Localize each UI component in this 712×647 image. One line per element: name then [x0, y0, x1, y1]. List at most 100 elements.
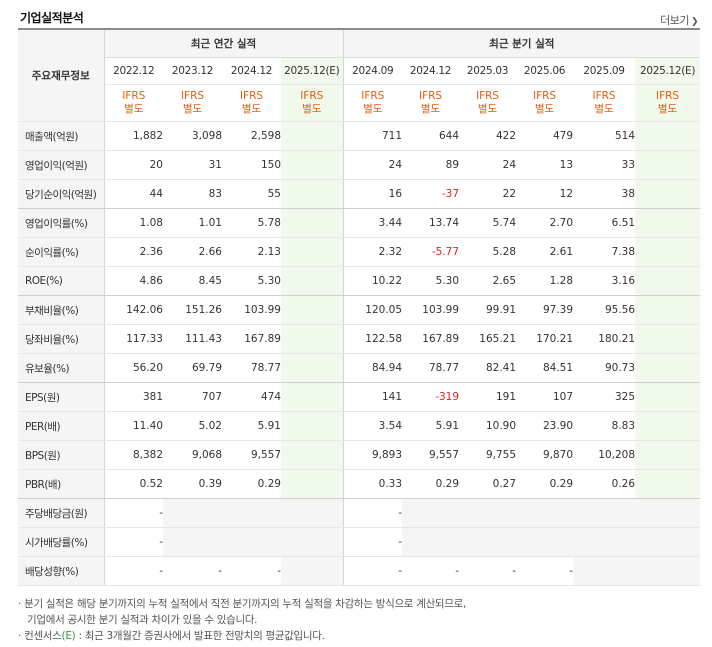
table-cell: 90.73	[573, 353, 636, 383]
footnote-1: · 분기 실적은 해당 분기까지의 누적 실적에서 직전 분기까지의 누적 실적…	[18, 598, 467, 610]
more-label: 더보기	[660, 14, 689, 27]
footnote-2: · 컨센서스(E) : 최근 3개월간 증권사에서 발표한 전망치의 평균값입니…	[18, 630, 325, 642]
table-cell: 170.21	[516, 324, 574, 354]
table-cell	[281, 498, 344, 528]
row-label: PER(배)	[18, 411, 105, 441]
row-label: 영업이익률(%)	[18, 208, 105, 238]
row-label: PBR(배)	[18, 469, 105, 499]
table-cell	[516, 498, 574, 528]
period-header: 2023.12	[163, 57, 222, 85]
table-cell: 107	[516, 382, 574, 412]
table-cell	[635, 440, 701, 470]
table-cell: 0.52	[104, 469, 163, 499]
table-row: 시가배당률(%) - -	[18, 527, 701, 557]
table-cell: 22	[459, 179, 517, 209]
table-cell	[635, 382, 701, 412]
table-cell	[635, 324, 701, 354]
table-cell: -	[343, 498, 403, 528]
table-cell: 5.28	[459, 237, 517, 267]
row-label: 매출액(억원)	[18, 121, 105, 151]
row-label: ROE(%)	[18, 266, 105, 296]
table-cell: 3,098	[163, 121, 222, 151]
table-cell: 103.99	[402, 295, 460, 325]
table-cell: 2.61	[516, 237, 574, 267]
table-row: ROE(%) 4.86 8.45 5.30 10.22 5.30 2.65 1.28 3.16	[18, 266, 701, 296]
table-cell: 3.44	[343, 208, 403, 238]
ifrs-label: IFRS 별도	[222, 84, 281, 122]
table-cell	[281, 556, 344, 586]
table-cell: 325	[573, 382, 636, 412]
table-cell: 7.38	[573, 237, 636, 267]
table-cell: 422	[459, 121, 517, 151]
table-cell	[573, 527, 636, 557]
table-cell: 122.58	[343, 324, 403, 354]
table-cell: -	[402, 556, 460, 586]
table-cell: 191	[459, 382, 517, 412]
period-header: 2025.06	[516, 57, 574, 85]
ifrs-label: IFRS 별도	[516, 84, 574, 122]
table-cell: 24	[459, 150, 517, 180]
table-cell: 9,557	[222, 440, 281, 470]
ifrs-label: IFRS 별도	[343, 84, 403, 122]
table-row: 배당성향(%) - - - - - - -	[18, 556, 701, 586]
table-cell: 1.28	[516, 266, 574, 296]
row-label: 순이익률(%)	[18, 237, 105, 267]
table-cell: 78.77	[402, 353, 460, 383]
table-cell	[635, 266, 701, 296]
table-cell: 2.65	[459, 266, 517, 296]
table-cell: -	[104, 527, 163, 557]
table-cell: 711	[343, 121, 403, 151]
table-cell	[281, 324, 344, 354]
period-header: 2025.12(E)	[281, 57, 344, 85]
table-cell: 5.30	[402, 266, 460, 296]
table-cell: 474	[222, 382, 281, 412]
table-cell: 3.16	[573, 266, 636, 296]
table-cell	[281, 295, 344, 325]
table-cell: 1.01	[163, 208, 222, 238]
more-link[interactable]: 더보기 ❯	[660, 12, 698, 28]
table-cell: 2.36	[104, 237, 163, 267]
table-row: 주당배당금(원) - -	[18, 498, 701, 528]
table-cell: 20	[104, 150, 163, 180]
period-header: 2024.12	[402, 57, 460, 85]
table-cell: 44	[104, 179, 163, 209]
table-cell	[222, 527, 281, 557]
row-label: 유보율(%)	[18, 353, 105, 383]
table-cell	[635, 295, 701, 325]
table-cell: 6.51	[573, 208, 636, 238]
table-row: 당기순이익(억원) 44 83 55 16 -37 22 12 38	[18, 179, 701, 209]
table-row: 매출액(억원) 1,882 3,098 2,598 711 644 422 479 514	[18, 121, 701, 151]
table-cell: 89	[402, 150, 460, 180]
table-cell: 2,598	[222, 121, 281, 151]
row-label: 시가배당률(%)	[18, 527, 105, 557]
ifrs-label: IFRS 별도	[573, 84, 636, 122]
table-cell: 514	[573, 121, 636, 151]
table-cell: 5.78	[222, 208, 281, 238]
row-label: 영업이익(억원)	[18, 150, 105, 180]
table-row: 순이익률(%) 2.36 2.66 2.13 2.32 -5.77 5.28 2.61 7.38	[18, 237, 701, 267]
table-cell: 33	[573, 150, 636, 180]
table-cell: 2.13	[222, 237, 281, 267]
table-cell: 24	[343, 150, 403, 180]
table-cell: 5.91	[402, 411, 460, 441]
table-cell	[573, 556, 636, 586]
row-label: BPS(원)	[18, 440, 105, 470]
row-label: 당좌비율(%)	[18, 324, 105, 354]
table-cell	[281, 266, 344, 296]
table-cell	[635, 179, 701, 209]
table-cell	[281, 411, 344, 441]
table-cell: 1,882	[104, 121, 163, 151]
table-cell: 2.70	[516, 208, 574, 238]
table-row: 영업이익률(%) 1.08 1.01 5.78 3.44 13.74 5.74 2.70 6.5…	[18, 208, 701, 238]
table-cell: 10.22	[343, 266, 403, 296]
row-label: 주당배당금(원)	[18, 498, 105, 528]
quarter-header: 최근 분기 실적	[343, 29, 701, 58]
table-cell	[163, 498, 222, 528]
table-cell: 9,755	[459, 440, 517, 470]
table-cell: -	[343, 527, 403, 557]
table-cell	[281, 469, 344, 499]
table-cell: 8.83	[573, 411, 636, 441]
table-cell	[281, 208, 344, 238]
table-cell: -37	[402, 179, 460, 209]
table-cell: 9,893	[343, 440, 403, 470]
